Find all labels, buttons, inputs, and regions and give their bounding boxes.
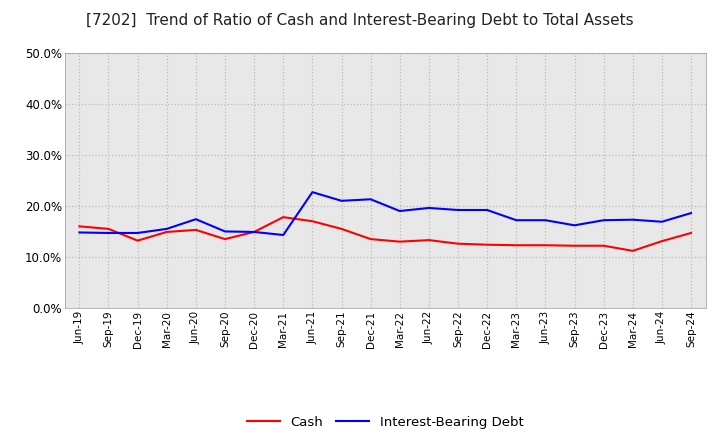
Interest-Bearing Debt	[483, 207, 492, 213]
Interest-Bearing Debt	[192, 216, 200, 222]
Cash	[687, 230, 696, 235]
Cash	[599, 243, 608, 248]
Interest-Bearing Debt	[163, 226, 171, 231]
Interest-Bearing Debt	[75, 230, 84, 235]
Cash	[75, 224, 84, 229]
Cash	[395, 239, 404, 244]
Line: Interest-Bearing Debt: Interest-Bearing Debt	[79, 192, 691, 235]
Cash	[425, 238, 433, 243]
Cash	[483, 242, 492, 247]
Cash	[512, 242, 521, 248]
Cash	[104, 226, 113, 231]
Cash	[192, 227, 200, 233]
Interest-Bearing Debt	[250, 229, 258, 235]
Cash	[366, 236, 375, 242]
Cash	[570, 243, 579, 248]
Interest-Bearing Debt	[687, 210, 696, 216]
Interest-Bearing Debt	[279, 232, 287, 238]
Interest-Bearing Debt	[454, 207, 462, 213]
Interest-Bearing Debt	[599, 217, 608, 223]
Interest-Bearing Debt	[570, 223, 579, 228]
Cash	[337, 226, 346, 231]
Cash	[454, 241, 462, 246]
Cash	[220, 236, 229, 242]
Interest-Bearing Debt	[541, 217, 550, 223]
Interest-Bearing Debt	[104, 230, 113, 235]
Legend: Cash, Interest-Bearing Debt: Cash, Interest-Bearing Debt	[241, 411, 529, 434]
Interest-Bearing Debt	[133, 230, 142, 235]
Cash	[163, 229, 171, 235]
Interest-Bearing Debt	[629, 217, 637, 222]
Line: Cash: Cash	[79, 217, 691, 251]
Cash	[657, 238, 666, 244]
Interest-Bearing Debt	[337, 198, 346, 203]
Cash	[250, 229, 258, 235]
Cash	[629, 248, 637, 253]
Interest-Bearing Debt	[366, 197, 375, 202]
Interest-Bearing Debt	[657, 219, 666, 224]
Cash	[308, 219, 317, 224]
Interest-Bearing Debt	[308, 190, 317, 195]
Text: [7202]  Trend of Ratio of Cash and Interest-Bearing Debt to Total Assets: [7202] Trend of Ratio of Cash and Intere…	[86, 13, 634, 28]
Cash	[541, 242, 550, 248]
Interest-Bearing Debt	[395, 209, 404, 214]
Interest-Bearing Debt	[512, 217, 521, 223]
Cash	[133, 238, 142, 243]
Cash	[279, 215, 287, 220]
Interest-Bearing Debt	[220, 229, 229, 234]
Interest-Bearing Debt	[425, 205, 433, 211]
